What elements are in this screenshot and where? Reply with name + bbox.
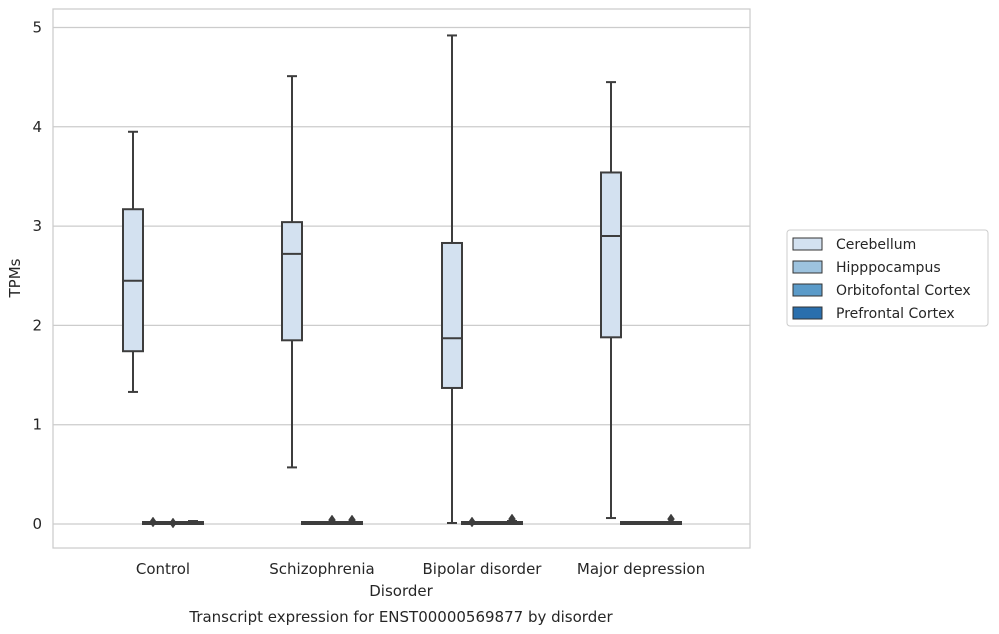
box-iqr [600, 171, 622, 339]
legend: Cerebellum Hipppocampus Orbitofontal Corte… [786, 229, 989, 327]
box-series-layer [122, 34, 682, 529]
legend-item: Hipppocampus [792, 260, 941, 276]
x-axis-label: Disorder [369, 582, 433, 600]
x-tick-label: Major depression [577, 560, 705, 578]
y-axis-label: TPMs [6, 258, 24, 298]
y-tick-labels: 0 1 2 3 4 5 [32, 19, 42, 534]
box-plot-cerebellum [600, 81, 622, 520]
legend-item: Prefrontal Cortex [792, 306, 955, 322]
box-plot-prefrontal-cortex [182, 520, 204, 525]
legend-swatch [792, 260, 823, 274]
legend-swatch [792, 306, 823, 320]
y-tick-label: 1 [32, 416, 42, 434]
box-plot-hipppocampus [301, 521, 323, 525]
box-iqr [441, 241, 463, 389]
box-plot-prefrontal-cortex [660, 513, 682, 525]
outlier-point [328, 514, 336, 526]
legend-label: Cerebellum [836, 237, 916, 253]
box-plot-orbitofontal-cortex [640, 521, 662, 525]
y-tick-label: 0 [32, 515, 42, 533]
outlier-point [667, 513, 675, 525]
legend-item: Cerebellum [792, 237, 916, 253]
y-tick-label: 5 [32, 19, 42, 37]
outlier-point [149, 516, 157, 528]
y-tick-label: 3 [32, 217, 42, 235]
outlier-point [508, 513, 516, 525]
x-tick-label: Bipolar disorder [423, 560, 543, 578]
x-tick-label: Control [136, 560, 190, 578]
legend-swatch [792, 283, 823, 297]
box-plot-hipppocampus [142, 516, 164, 528]
box-plot-hipppocampus [620, 521, 642, 525]
y-tick-label: 4 [32, 118, 42, 136]
plot-frame [52, 8, 751, 549]
box-plot-hipppocampus [461, 516, 483, 528]
chart-caption: Transcript expression for ENST0000056987… [188, 608, 613, 626]
legend-item: Orbitofontal Cortex [792, 283, 971, 299]
y-tick-label: 2 [32, 316, 42, 334]
box-plot-cerebellum [281, 75, 303, 469]
legend-frame [786, 229, 989, 327]
legend-items: Cerebellum Hipppocampus Orbitofontal Corte… [792, 237, 971, 322]
box-plot-prefrontal-cortex [501, 513, 523, 525]
legend-label: Hipppocampus [836, 260, 941, 276]
box-plot-cerebellum [122, 130, 144, 393]
legend-swatch [792, 237, 823, 251]
box-plot-cerebellum [441, 34, 463, 525]
legend-label: Prefrontal Cortex [836, 306, 955, 322]
x-tick-label: Schizophrenia [269, 560, 374, 578]
x-tick-labels: Control Schizophrenia Bipolar disorder Majo… [136, 560, 705, 578]
gridlines [53, 26, 750, 525]
box-plot-orbitofontal-cortex [321, 514, 343, 526]
box-plot-orbitofontal-cortex [481, 521, 503, 525]
legend-label: Orbitofontal Cortex [836, 283, 971, 299]
outlier-point [348, 514, 356, 526]
box-iqr [281, 221, 303, 342]
box-plot-orbitofontal-cortex [162, 517, 184, 529]
outlier-point [169, 517, 177, 529]
outlier-point [468, 516, 476, 528]
box-plot-prefrontal-cortex [341, 514, 363, 526]
